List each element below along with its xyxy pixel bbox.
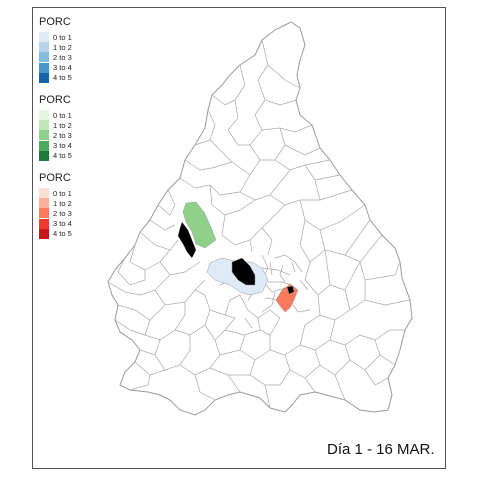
legend-item: 0 to 1 (39, 110, 72, 121)
legend-item: 2 to 3 (39, 52, 72, 63)
legend-label: 1 to 2 (53, 198, 72, 208)
legend-item: 3 to 4 (39, 62, 72, 73)
legend-swatch (39, 72, 49, 83)
legend-swatch (39, 140, 49, 151)
legend-swatch (39, 198, 49, 209)
highlighted-municipality (231, 257, 256, 286)
legend-label: 3 to 4 (53, 63, 72, 73)
legend-label: 1 to 2 (53, 120, 72, 130)
legend-swatch (39, 218, 49, 229)
legend-label: 2 to 3 (53, 208, 72, 218)
legend-title: PORC (39, 172, 71, 184)
legend-swatch (39, 228, 49, 239)
legend-swatch (39, 62, 49, 73)
legend-swatch (39, 110, 49, 121)
legend-item: 2 to 3 (39, 130, 72, 141)
legend-label: 0 to 1 (53, 32, 72, 42)
legend-label: 4 to 5 (53, 73, 72, 83)
highlighted-municipality (182, 201, 217, 249)
legend-item: 3 to 4 (39, 140, 72, 151)
date-caption: Día 1 - 16 MAR. (327, 441, 435, 458)
legend-item: 4 to 5 (39, 150, 72, 161)
legend-label: 3 to 4 (53, 141, 72, 151)
legend-label: 2 to 3 (53, 52, 72, 62)
legend-swatch (39, 208, 49, 219)
legend-item: 2 to 3 (39, 208, 72, 219)
legend-item: 3 to 4 (39, 218, 72, 229)
legend-item: 0 to 1 (39, 32, 72, 43)
legend-label: 0 to 1 (53, 188, 72, 198)
highlighted-municipality (286, 285, 295, 295)
municipal-boundaries (107, 39, 411, 409)
legend-label: 0 to 1 (53, 110, 72, 120)
region-outline (107, 21, 413, 416)
legend-swatch (39, 130, 49, 141)
legend-label: 2 to 3 (53, 130, 72, 140)
legend-swatch (39, 42, 49, 53)
legend-label: 3 to 4 (53, 219, 72, 229)
legend-swatch (39, 52, 49, 63)
legend-item: 4 to 5 (39, 72, 72, 83)
legend-swatch (39, 150, 49, 161)
legend-label: 4 to 5 (53, 229, 72, 239)
legend-swatch (39, 32, 49, 43)
legend-item: 1 to 2 (39, 198, 72, 209)
highlighted-municipality (177, 221, 197, 259)
legend-title: PORC (39, 16, 71, 28)
legend-item: 4 to 5 (39, 228, 72, 239)
legend-item: 1 to 2 (39, 42, 72, 53)
legend-title: PORC (39, 94, 71, 106)
highlighted-regions (177, 201, 299, 313)
legend-label: 4 to 5 (53, 151, 72, 161)
legend-label: 1 to 2 (53, 42, 72, 52)
legend-item: 1 to 2 (39, 120, 72, 131)
legend-swatch (39, 188, 49, 199)
legend-swatch (39, 120, 49, 131)
legend-item: 0 to 1 (39, 188, 72, 199)
